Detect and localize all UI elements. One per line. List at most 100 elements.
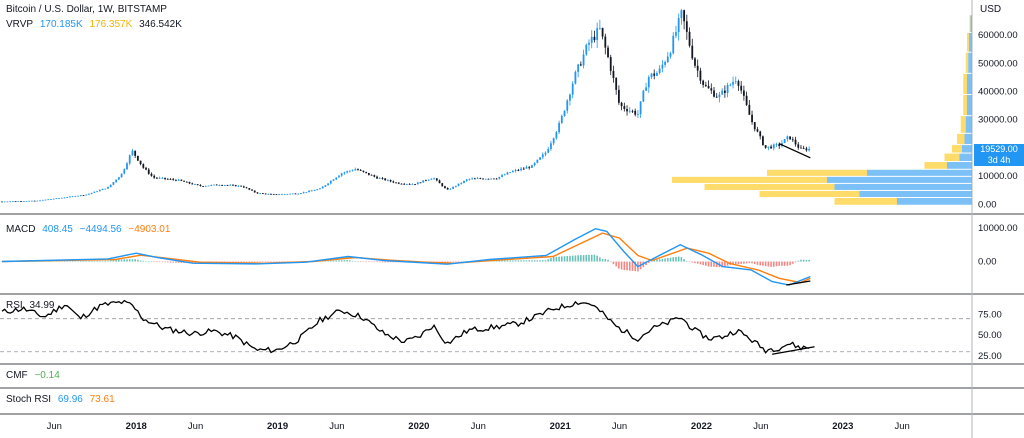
candle-body <box>669 53 672 57</box>
macd-histogram-bar <box>115 259 117 262</box>
candle-body <box>161 177 164 179</box>
candle-body <box>88 193 90 195</box>
candle-body <box>593 36 596 41</box>
candle-body <box>164 177 166 179</box>
candle-body <box>617 89 620 103</box>
macd-histogram-bar <box>634 261 636 272</box>
macd-histogram-bar <box>373 261 376 263</box>
candle-body <box>791 139 794 141</box>
macd-axis-tick: 10000.00 <box>978 223 1018 234</box>
candle-body <box>702 80 705 85</box>
macd-histogram-bar <box>767 261 770 267</box>
vp-up-bar <box>959 153 972 162</box>
candle-body <box>128 155 131 164</box>
candle-body <box>55 198 58 200</box>
macd-histogram-bar <box>783 261 786 266</box>
macd-histogram-bar <box>359 261 362 263</box>
candle-body <box>234 185 237 187</box>
candle-body <box>107 187 109 189</box>
macd-histogram-bar <box>172 261 175 263</box>
candle-body <box>134 150 137 156</box>
vp-down-bar <box>759 190 860 198</box>
vrvp-up-volume: 170.185K <box>39 19 83 30</box>
macd-histogram-bar <box>520 260 522 262</box>
macd-histogram-bar <box>691 261 694 263</box>
macd-histogram-bar <box>650 260 653 262</box>
macd-histogram-bar <box>609 261 612 263</box>
macd-histogram-bar <box>658 259 661 262</box>
cmf-legend[interactable]: CMF −0.14 <box>6 370 64 381</box>
macd-histogram-bar <box>764 261 767 267</box>
candle-body <box>468 178 471 180</box>
macd-histogram-bar <box>792 261 794 264</box>
candle-body <box>653 73 656 76</box>
macd-label: MACD <box>6 224 36 235</box>
volume-profile <box>672 15 972 205</box>
candle-body <box>484 178 487 180</box>
macd-histogram-bar <box>599 257 601 262</box>
candle-body <box>93 191 96 193</box>
macd-histogram-bar <box>775 261 778 267</box>
macd-histogram-bar <box>604 258 607 262</box>
vp-down-bar <box>834 198 897 205</box>
macd-histogram-bar <box>327 260 329 262</box>
candle-body <box>313 190 316 191</box>
time-axis[interactable]: Jun 2018 Jun 2019 Jun 2020 Jun 2021 Jun 2022 Jun 20… <box>47 421 910 432</box>
macd-histogram-bar <box>74 261 77 262</box>
macd-histogram-bar <box>324 260 327 262</box>
candle-body <box>242 186 245 188</box>
macd-histogram-bar <box>762 261 764 266</box>
vp-up-bar <box>967 73 972 95</box>
macd-histogram-bar <box>169 261 172 263</box>
candle-body <box>566 100 569 111</box>
macd-histogram-bar <box>150 261 153 262</box>
candle-body <box>460 182 463 184</box>
macd-histogram-bar <box>441 261 444 263</box>
candle-body <box>664 62 666 65</box>
stoch-rsi-label: Stoch RSI <box>6 394 52 405</box>
macd-histogram-bar <box>99 260 101 262</box>
macd-histogram-bar <box>688 261 691 263</box>
candle-body <box>199 185 202 187</box>
candle-body <box>767 146 770 148</box>
vp-down-bar <box>965 52 969 73</box>
macd-histogram-bar <box>387 261 389 263</box>
price-axis-tick: 10000.00 <box>978 171 1018 182</box>
macd-histogram-bar <box>672 257 675 262</box>
candle-body <box>20 201 22 202</box>
candle-body <box>237 185 240 187</box>
macd-histogram-bar <box>112 259 115 262</box>
candle-body <box>647 77 650 88</box>
candle-body <box>441 183 444 187</box>
price-axis[interactable]: 60000.0050000.0040000.0030000.0020000.00… <box>978 30 1018 362</box>
candle-body <box>729 84 732 86</box>
candle-body <box>365 171 368 173</box>
macd-histogram-bar <box>732 261 734 265</box>
candle-body <box>275 194 278 196</box>
candle-body <box>58 198 60 199</box>
candle-body <box>547 148 550 153</box>
candle-body <box>745 95 748 105</box>
candle-body <box>541 154 544 158</box>
candle-body <box>1 201 3 203</box>
macd-histogram-bar <box>541 260 544 262</box>
stoch-rsi-legend[interactable]: Stoch RSI 69.96 73.61 <box>6 394 119 405</box>
candle-body <box>552 138 555 144</box>
macd-histogram-bar <box>101 260 104 262</box>
macd-histogram-bar <box>177 261 180 263</box>
candle-body <box>177 179 180 181</box>
macd-histogram-bar <box>555 256 558 262</box>
macd-histogram-bar <box>789 261 791 266</box>
macd-legend[interactable]: MACD 408.45 −4494.56 −4903.01 <box>6 224 174 235</box>
macd-histogram-bar <box>376 261 378 263</box>
macd-histogram-bar <box>131 259 134 262</box>
rsi-legend[interactable]: RSI 34.99 <box>6 300 58 311</box>
vrvp-legend[interactable]: VRVP 170.185K 176.357K 346.542K <box>6 19 186 30</box>
macd-histogram-bar <box>677 256 680 262</box>
macd-histogram-bar <box>248 261 251 263</box>
candle-body <box>688 31 691 46</box>
chart-title: Bitcoin / U.S. Dollar, 1W, BITSTAMP <box>6 4 171 15</box>
candle-body <box>253 190 256 193</box>
